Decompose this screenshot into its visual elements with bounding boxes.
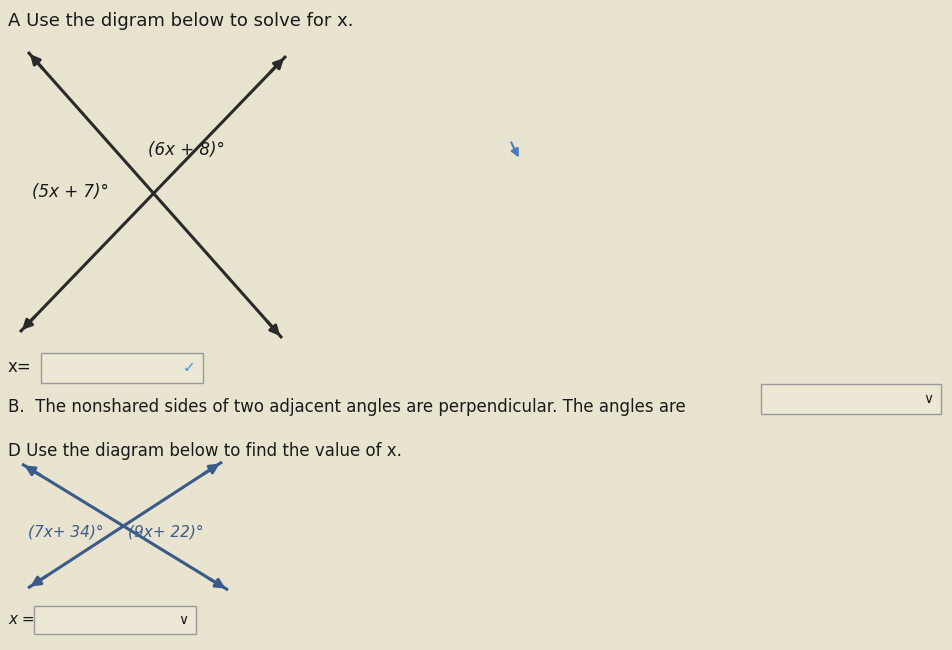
Text: ∨: ∨ xyxy=(178,613,188,627)
Text: D Use the diagram below to find the value of x.: D Use the diagram below to find the valu… xyxy=(8,442,402,460)
Text: (9x+ 22)°: (9x+ 22)° xyxy=(129,525,204,540)
Text: (5x + 7)°: (5x + 7)° xyxy=(32,183,109,201)
Text: (7x+ 34)°: (7x+ 34)° xyxy=(28,525,104,540)
Text: (6x + 8)°: (6x + 8)° xyxy=(148,141,225,159)
FancyBboxPatch shape xyxy=(34,606,196,634)
FancyBboxPatch shape xyxy=(761,384,940,414)
FancyBboxPatch shape xyxy=(41,353,203,383)
Text: A Use the digram below to solve for x.: A Use the digram below to solve for x. xyxy=(8,12,353,30)
Text: x=: x= xyxy=(8,358,31,376)
Text: B.  The nonshared sides of two adjacent angles are perpendicular. The angles are: B. The nonshared sides of two adjacent a… xyxy=(8,398,685,416)
Text: ∨: ∨ xyxy=(922,392,932,406)
Text: x =: x = xyxy=(8,612,34,627)
Text: ✓: ✓ xyxy=(182,361,195,376)
